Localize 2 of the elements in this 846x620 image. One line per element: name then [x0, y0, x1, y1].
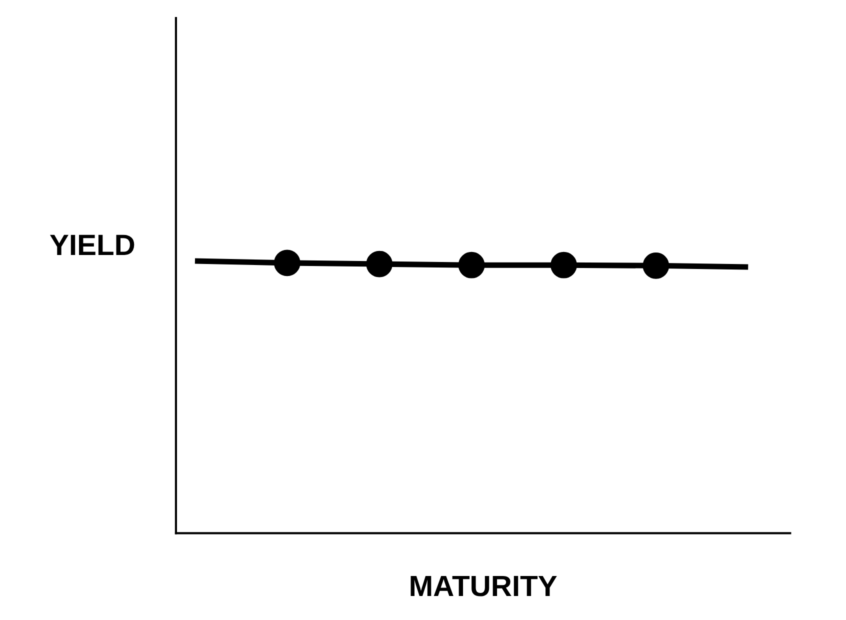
x-axis-title: MATURITY	[410, 576, 557, 596]
y-axis-title: YIELD	[50, 234, 134, 255]
